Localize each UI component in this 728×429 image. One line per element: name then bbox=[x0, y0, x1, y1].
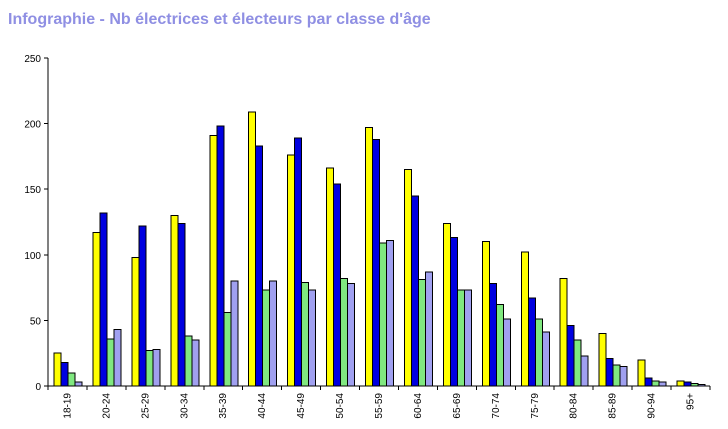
bar-90-94-series-4 bbox=[658, 381, 667, 387]
y-tick-label: 50 bbox=[30, 316, 42, 327]
chart-title: Infographie - Nb électrices et électeurs… bbox=[8, 11, 431, 28]
bar-60-64-series-3 bbox=[418, 279, 426, 387]
bar-30-34-series-1 bbox=[170, 214, 179, 387]
bar-20-24-series-2 bbox=[99, 212, 108, 387]
bar-18-19-series-1 bbox=[53, 352, 62, 387]
bar-45-49-series-3 bbox=[301, 281, 310, 387]
x-tick-label: 60-64 bbox=[413, 393, 424, 419]
bar-65-69-series-2 bbox=[449, 237, 458, 387]
bar-90-94-series-1 bbox=[637, 359, 646, 387]
x-tick-label: 75-79 bbox=[530, 393, 541, 419]
bar-18-19-series-3 bbox=[67, 372, 76, 387]
bar-25-29-series-1 bbox=[131, 256, 140, 387]
x-tick-label: 65-69 bbox=[452, 393, 463, 419]
bar-60-64-series-4 bbox=[425, 271, 433, 387]
bar-85-89-series-1 bbox=[598, 333, 607, 387]
bar-75-79-series-1 bbox=[520, 251, 529, 387]
y-tick-label: 150 bbox=[24, 185, 41, 196]
x-tick-label: 55-59 bbox=[374, 393, 385, 419]
bar-18-19-series-4 bbox=[74, 381, 83, 387]
x-tick-label: 95+ bbox=[686, 393, 697, 410]
bar-20-24-series-1 bbox=[92, 232, 101, 387]
bar-20-24-series-4 bbox=[113, 329, 122, 387]
bar-70-74-series-4 bbox=[502, 318, 511, 387]
bar-40-44-series-2 bbox=[255, 145, 264, 387]
x-tick-label: 25-29 bbox=[140, 393, 151, 419]
x-tick-label: 45-49 bbox=[296, 393, 307, 419]
bar-80-84-series-2 bbox=[566, 325, 575, 387]
bar-50-54-series-3 bbox=[340, 277, 349, 387]
bar-95+-series-1 bbox=[676, 380, 685, 387]
x-tick-label: 20-24 bbox=[101, 393, 112, 419]
bar-70-74-series-2 bbox=[488, 283, 497, 387]
y-tick-label: 100 bbox=[24, 251, 41, 262]
bar-30-34-series-2 bbox=[177, 222, 186, 387]
bar-35-39-series-2 bbox=[216, 125, 225, 387]
bar-35-39-series-4 bbox=[230, 280, 239, 387]
bar-70-74-series-1 bbox=[481, 241, 490, 387]
bar-55-59-series-4 bbox=[386, 239, 394, 387]
bar-60-64-series-2 bbox=[411, 195, 419, 387]
bar-30-34-series-3 bbox=[184, 335, 193, 387]
x-tick-label: 40-44 bbox=[257, 393, 268, 419]
axes-layer bbox=[44, 57, 711, 390]
bar-80-84-series-4 bbox=[580, 355, 589, 387]
bar-75-79-series-3 bbox=[534, 318, 543, 387]
bar-65-69-series-1 bbox=[442, 222, 451, 387]
labels-layer: 0 50 100 150 200 250 18-19 20-24 25-29 30-34 35-39… bbox=[24, 54, 696, 419]
bar-85-89-series-3 bbox=[612, 364, 621, 387]
bar-25-29-series-3 bbox=[145, 350, 154, 387]
y-tick-label: 0 bbox=[35, 382, 41, 393]
bar-55-59-series-1 bbox=[365, 127, 373, 387]
x-tick-label: 70-74 bbox=[491, 393, 502, 419]
bar-95+-series-2 bbox=[683, 381, 692, 387]
bar-40-44-series-4 bbox=[269, 280, 278, 387]
x-tick-label: 30-34 bbox=[179, 393, 190, 419]
bar-90-94-series-3 bbox=[651, 380, 660, 387]
bar-60-64-series-1 bbox=[404, 169, 412, 387]
bar-75-79-series-4 bbox=[541, 331, 550, 387]
bar-85-89-series-2 bbox=[605, 357, 614, 387]
bar-50-54-series-1 bbox=[326, 167, 335, 387]
bar-40-44-series-1 bbox=[248, 111, 257, 387]
bars-layer bbox=[53, 111, 706, 387]
x-tick-label: 90-94 bbox=[647, 393, 658, 419]
bar-55-59-series-3 bbox=[379, 242, 387, 387]
bar-45-49-series-2 bbox=[294, 137, 303, 387]
bar-30-34-series-4 bbox=[191, 339, 200, 387]
bar-20-24-series-3 bbox=[106, 338, 115, 387]
bar-65-69-series-3 bbox=[456, 289, 465, 387]
x-tick-label: 18-19 bbox=[62, 393, 73, 419]
bar-70-74-series-3 bbox=[495, 304, 504, 387]
bar-55-59-series-2 bbox=[372, 138, 380, 387]
y-tick-label: 200 bbox=[24, 120, 41, 131]
bar-80-84-series-3 bbox=[573, 339, 582, 387]
x-tick-label: 85-89 bbox=[608, 393, 619, 419]
x-tick-label: 35-39 bbox=[218, 393, 229, 419]
bar-65-69-series-4 bbox=[463, 289, 472, 387]
bar-50-54-series-2 bbox=[333, 183, 342, 387]
bar-18-19-series-2 bbox=[60, 361, 69, 387]
bar-85-89-series-4 bbox=[619, 365, 628, 387]
y-tick-label: 250 bbox=[24, 54, 41, 65]
bar-50-54-series-4 bbox=[347, 283, 356, 387]
bar-40-44-series-3 bbox=[262, 289, 271, 387]
bar-75-79-series-2 bbox=[527, 297, 536, 387]
x-tick-label: 50-54 bbox=[335, 393, 346, 419]
bar-25-29-series-2 bbox=[138, 225, 147, 387]
bar-45-49-series-1 bbox=[287, 154, 296, 387]
bar-80-84-series-1 bbox=[559, 277, 568, 387]
bar-25-29-series-4 bbox=[152, 348, 161, 387]
bar-35-39-series-3 bbox=[223, 312, 232, 387]
bar-35-39-series-1 bbox=[209, 134, 218, 387]
bar-45-49-series-4 bbox=[308, 289, 317, 387]
x-tick-label: 80-84 bbox=[569, 393, 580, 419]
bar-90-94-series-2 bbox=[644, 377, 653, 387]
